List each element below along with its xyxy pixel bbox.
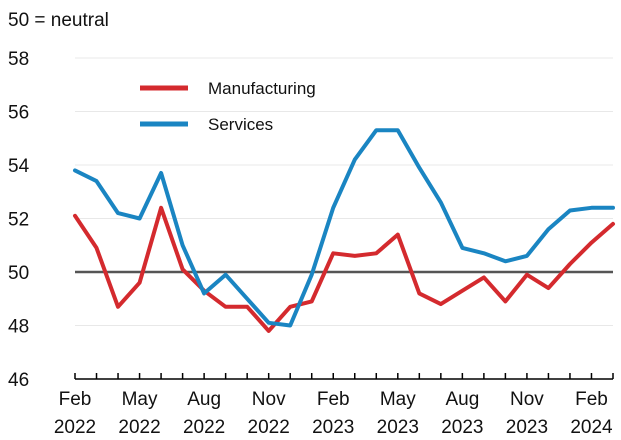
y-tick-label: 58 — [8, 49, 29, 70]
x-tick-month: Aug — [187, 389, 221, 410]
x-tick-month: May — [122, 389, 158, 410]
x-tick-year: 2023 — [506, 417, 548, 438]
legend: Manufacturing Services — [140, 79, 316, 134]
x-tick-year: 2022 — [118, 417, 160, 438]
x-tick-year: 2023 — [377, 417, 419, 438]
y-axis-ticks: 46 48 50 52 54 56 58 — [8, 49, 30, 391]
y-tick-label: 46 — [8, 370, 29, 391]
x-tick-month: Nov — [510, 389, 544, 410]
x-tick-month: Feb — [317, 389, 350, 410]
x-tick-month: Nov — [252, 389, 286, 410]
y-tick-label: 54 — [8, 156, 30, 177]
x-tick-year: 2022 — [54, 417, 96, 438]
x-tick-year: 2024 — [570, 417, 613, 438]
services-line — [73, 128, 615, 328]
legend-label-manufacturing: Manufacturing — [208, 79, 316, 98]
x-tick-year: 2023 — [441, 417, 483, 438]
gridlines — [75, 57, 613, 326]
x-tick-month: Feb — [59, 389, 92, 410]
y-tick-label: 50 — [8, 263, 29, 284]
x-tick-year: 2023 — [312, 417, 354, 438]
y-axis-note: 50 = neutral — [8, 10, 109, 31]
y-tick-label: 52 — [8, 210, 29, 231]
x-tick-month: Aug — [445, 389, 479, 410]
y-tick-label: 48 — [8, 317, 29, 338]
x-tick-year: 2022 — [248, 417, 290, 438]
legend-label-services: Services — [208, 115, 273, 134]
x-axis: Feb 2022 May 2022 Aug 2022 Nov 2022 Feb 2023 May 20… — [54, 373, 614, 438]
x-tick-month: May — [380, 389, 416, 410]
series-lines — [73, 128, 615, 333]
manufacturing-line — [73, 205, 615, 333]
x-tick-year: 2022 — [183, 417, 225, 438]
x-tick-month: Feb — [575, 389, 608, 410]
y-tick-label: 56 — [8, 103, 29, 124]
